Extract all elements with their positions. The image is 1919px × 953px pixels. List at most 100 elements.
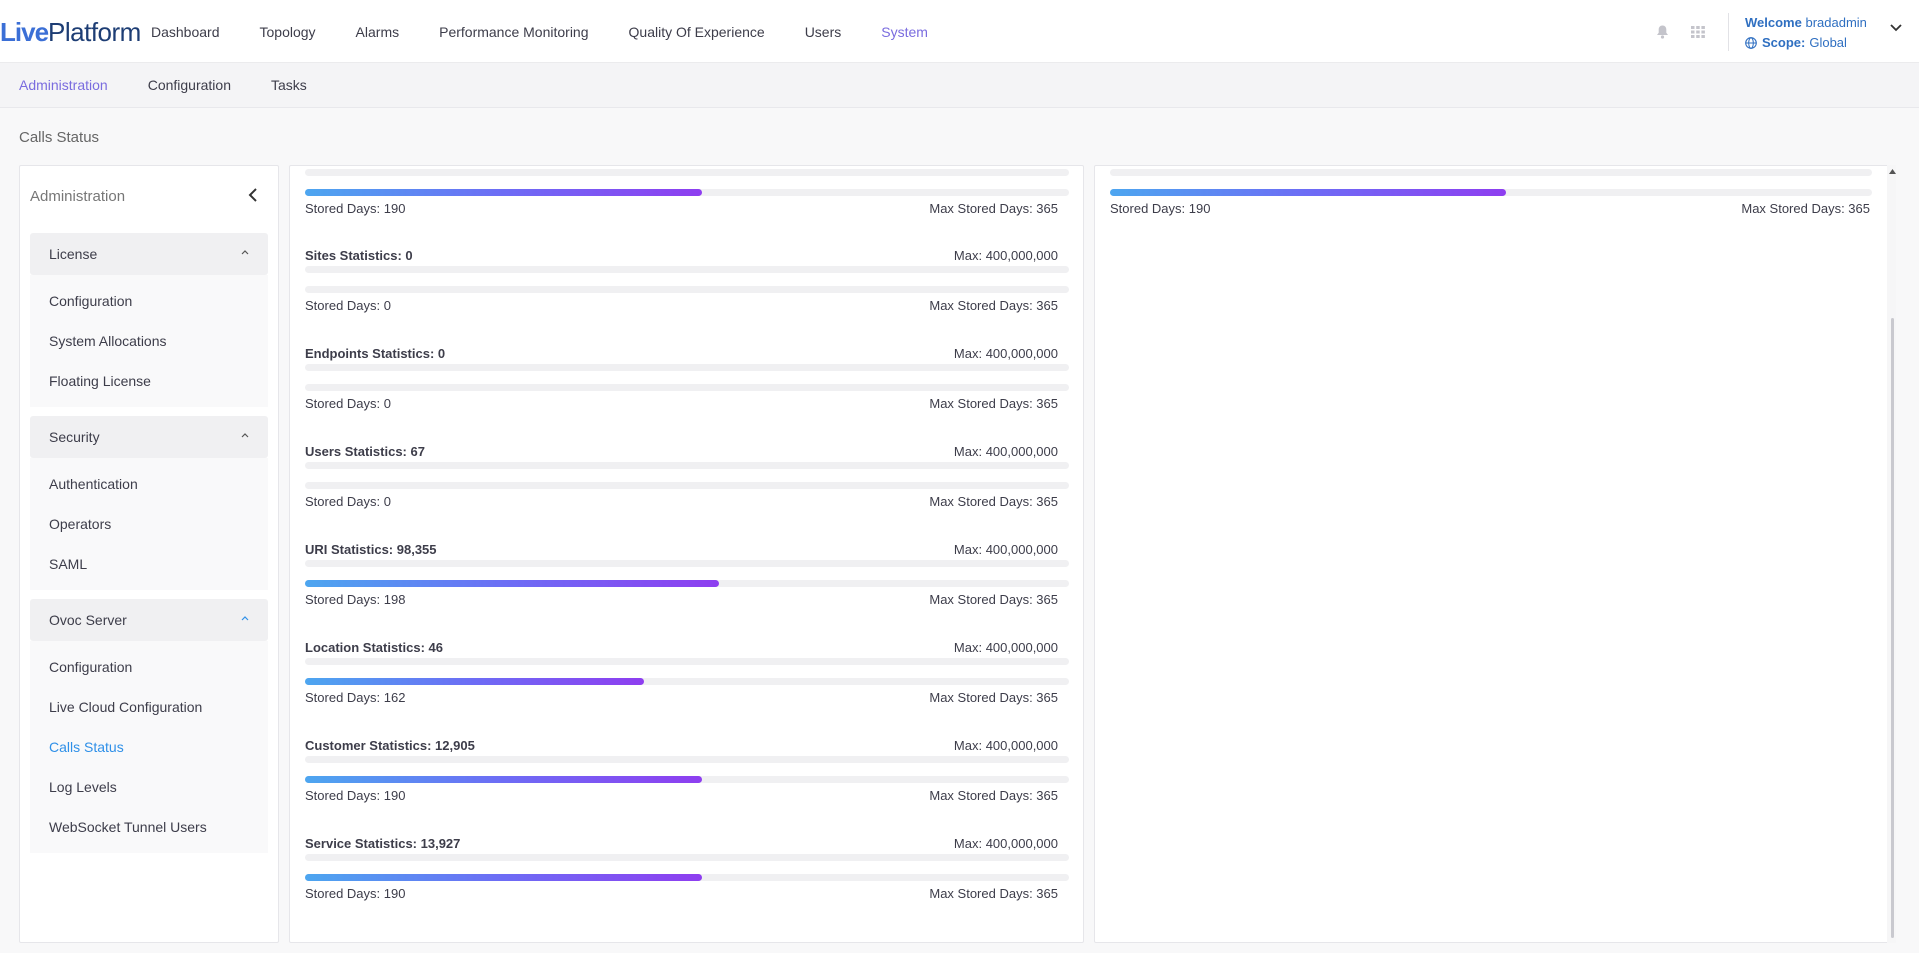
max-stored-days-label: Max Stored Days: 365 [929,396,1058,411]
sidebar-item-live-cloud-configuration[interactable]: Live Cloud Configuration [49,699,203,715]
sidebar-group-body-security: Authentication Operators SAML [30,458,268,590]
sidebar-item-license-configuration[interactable]: Configuration [49,293,133,309]
stored-days-label: Stored Days: 190 [305,201,406,216]
admin-sidebar: Administration License Configuration Sys… [19,165,279,943]
subnav-tasks[interactable]: Tasks [270,77,307,93]
stat-title: URI Statistics: 98,355 [305,542,437,557]
stored-days-label: Stored Days: 198 [305,592,406,607]
sidebar-group-label: Ovoc Server [49,612,127,628]
username: bradadmin [1805,15,1867,30]
count-progress-bar [305,462,1069,469]
stat-title: Service Statistics: 13,927 [305,836,461,851]
nav-users[interactable]: Users [804,23,842,40]
sidebar-item-saml[interactable]: SAML [49,556,88,572]
apps-grid-icon[interactable] [1691,26,1705,38]
main-nav: Dashboard Topology Alarms Performance Mo… [151,0,968,63]
sidebar-group-label: License [49,246,98,262]
stat-title: Endpoints Statistics: 0 [305,346,446,361]
stat-title: Users Statistics: 67 [305,444,425,459]
nav-system[interactable]: System [881,23,928,40]
nav-alarms[interactable]: Alarms [355,23,400,40]
sidebar-item-operators[interactable]: Operators [49,516,112,532]
sidebar-group-header-security[interactable]: Security [30,416,268,458]
page-title: Calls Status [19,129,100,146]
app-logo[interactable]: Live Platform [0,16,141,47]
stat-max-label: Max: 400,000,000 [953,248,1058,263]
scope-value: Global [1809,35,1847,50]
sidebar-group-license: License Configuration System Allocations… [30,233,268,407]
max-stored-days-label: Max Stored Days: 365 [929,886,1058,901]
sidebar-group-ovoc-server: Ovoc Server Configuration Live Cloud Con… [30,599,268,853]
stored-days-label: Stored Days: 162 [305,690,406,705]
bell-icon[interactable] [1656,25,1669,39]
stored-days-label: Stored Days: 190 [1110,201,1211,216]
welcome-label: Welcome [1745,15,1802,30]
stored-days-label: Stored Days: 190 [305,886,406,901]
scope-indicator[interactable]: Scope: Global [1745,35,1847,50]
count-progress-bar [305,266,1069,273]
stat-max-label: Max: 400,000,000 [953,346,1058,361]
days-progress-bar [1110,189,1872,196]
stored-days-label: Stored Days: 0 [305,396,391,411]
sidebar-group-body-ovoc-server: Configuration Live Cloud Configuration C… [30,641,268,853]
chevron-up-icon [241,433,249,438]
sidebar-group-body-license: Configuration System Allocations Floatin… [30,275,268,407]
sidebar-item-websocket-tunnel-users[interactable]: WebSocket Tunnel Users [49,819,207,835]
days-progress-fill [305,189,703,196]
stat-max-label: Max: 400,000,000 [953,640,1058,655]
days-progress-bar [305,580,1069,587]
count-progress-bar [305,658,1069,665]
sidebar-item-ovoc-configuration[interactable]: Configuration [49,659,133,675]
nav-dashboard[interactable]: Dashboard [151,23,220,40]
logo-platform-text: Platform [48,16,141,47]
nav-topology[interactable]: Topology [259,23,316,40]
stat-title: Location Statistics: 46 [305,640,443,655]
stat-title: Sites Statistics: 0 [305,248,413,263]
sidebar-item-system-allocations[interactable]: System Allocations [49,333,167,349]
days-progress-bar [305,482,1069,489]
nav-quality-of-experience[interactable]: Quality Of Experience [628,23,765,40]
stored-days-label: Stored Days: 0 [305,298,391,313]
scroll-up-arrow-icon[interactable] [1889,169,1896,174]
sidebar-title: Administration [30,188,126,205]
scrollbar-thumb[interactable] [1891,318,1894,938]
sidebar-group-header-ovoc-server[interactable]: Ovoc Server [30,599,268,641]
chevron-left-icon[interactable] [246,187,260,203]
top-navigation-bar: Live Platform Dashboard Topology Alarms P… [0,0,1919,63]
welcome-text[interactable]: Welcome bradadmin [1745,15,1867,30]
count-progress-bar [305,756,1069,763]
max-stored-days-label: Max Stored Days: 365 [929,592,1058,607]
subnav-configuration[interactable]: Configuration [147,77,231,93]
stat-max-label: Max: 400,000,000 [953,542,1058,557]
count-progress-bar [305,364,1069,371]
sidebar-item-floating-license[interactable]: Floating License [49,373,151,389]
scope-label: Scope: [1762,35,1806,50]
chevron-down-icon[interactable] [1889,22,1903,34]
nav-performance-monitoring[interactable]: Performance Monitoring [439,23,589,40]
sidebar-group-header-license[interactable]: License [30,233,268,275]
stat-max-label: Max: 400,000,000 [953,444,1058,459]
statistics-panel-right: Stored Days: 190 Max Stored Days: 365 [1094,165,1896,943]
stat-max-label: Max: 400,000,000 [953,738,1058,753]
sidebar-item-authentication[interactable]: Authentication [49,476,138,492]
max-stored-days-label: Max Stored Days: 365 [929,788,1058,803]
days-progress-bar [305,189,1069,196]
days-progress-bar [305,286,1069,293]
max-stored-days-label: Max Stored Days: 365 [929,201,1058,216]
sub-navigation-bar: Administration Configuration Tasks [0,63,1919,108]
days-progress-bar [305,776,1069,783]
chevron-up-icon [241,250,249,255]
count-progress-bar [1110,169,1872,176]
stored-days-label: Stored Days: 190 [305,788,406,803]
sidebar-item-calls-status[interactable]: Calls Status [49,739,124,755]
max-stored-days-label: Max Stored Days: 365 [929,494,1058,509]
count-progress-bar [305,169,1069,176]
chevron-up-icon [241,616,249,621]
days-progress-fill [1110,189,1507,196]
days-progress-fill [305,580,720,587]
subnav-administration[interactable]: Administration [19,77,108,93]
logo-live-text: Live [0,16,49,47]
sidebar-item-log-levels[interactable]: Log Levels [49,779,117,795]
stat-title: Customer Statistics: 12,905 [305,738,475,753]
max-stored-days-label: Max Stored Days: 365 [929,690,1058,705]
